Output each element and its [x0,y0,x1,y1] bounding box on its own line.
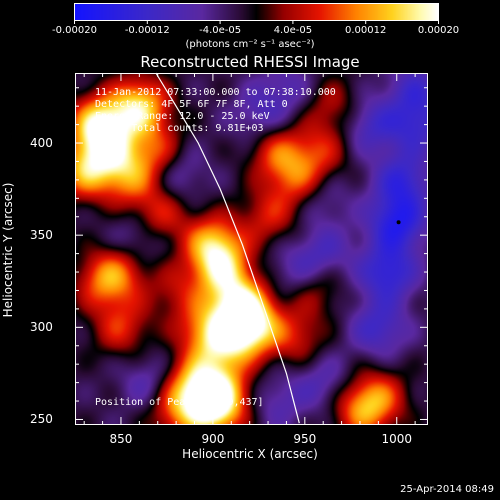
colorbar-unit: (photons cm⁻² s⁻¹ asec⁻²) [185,39,315,50]
x-axis-label: Heliocentric X (arcsec) [182,447,318,461]
peak-marker [396,220,401,225]
y-axis-label: Heliocentric Y (arcsec) [1,182,15,318]
colorbar-tick-label: -4.0e-05 [199,25,242,36]
x-tick-label: 850 [109,432,133,446]
colorbar-frame [74,3,439,24]
plot-frame [75,73,428,425]
solar-limb-line [155,72,300,424]
colorbar [75,4,438,20]
heatmap-image [75,73,428,425]
y-tick-label: 300 [30,320,53,335]
x-tick-label: 1000 [381,432,413,446]
annotation-detectors: Detectors: 4F 5F 6F 7F 8F, Att 0 [95,99,288,110]
y-tick-label: 250 [30,412,53,427]
y-tick-label: 400 [30,136,53,151]
footer-timestamp: 25-Apr-2014 08:49 [400,484,494,495]
annotation-peak: Position of Peak = [859,437] [95,397,264,408]
x-tick-label: 900 [201,432,225,446]
annotation-energy: Energy Range: 12.0 - 25.0 keV [95,111,270,122]
x-tick-label: 950 [293,432,317,446]
y-tick-label: 350 [30,228,53,243]
chart-title: Reconstructed RHESSI Image [140,53,360,71]
colorbar-tick-label: 0.00012 [345,25,387,36]
annotation-time: 11-Jan-2012 07:33:00.000 to 07:38:10.000 [95,87,336,98]
colorbar-tick-label: -0.00012 [124,25,170,36]
colorbar-tick-label: 0.00020 [417,25,460,36]
annotation-clean: Clean Total counts: 9.81E+03 [95,123,264,134]
colorbar-tick-label: 4.0e-05 [273,25,313,36]
colorbar-tick-label: -0.00020 [52,25,97,36]
